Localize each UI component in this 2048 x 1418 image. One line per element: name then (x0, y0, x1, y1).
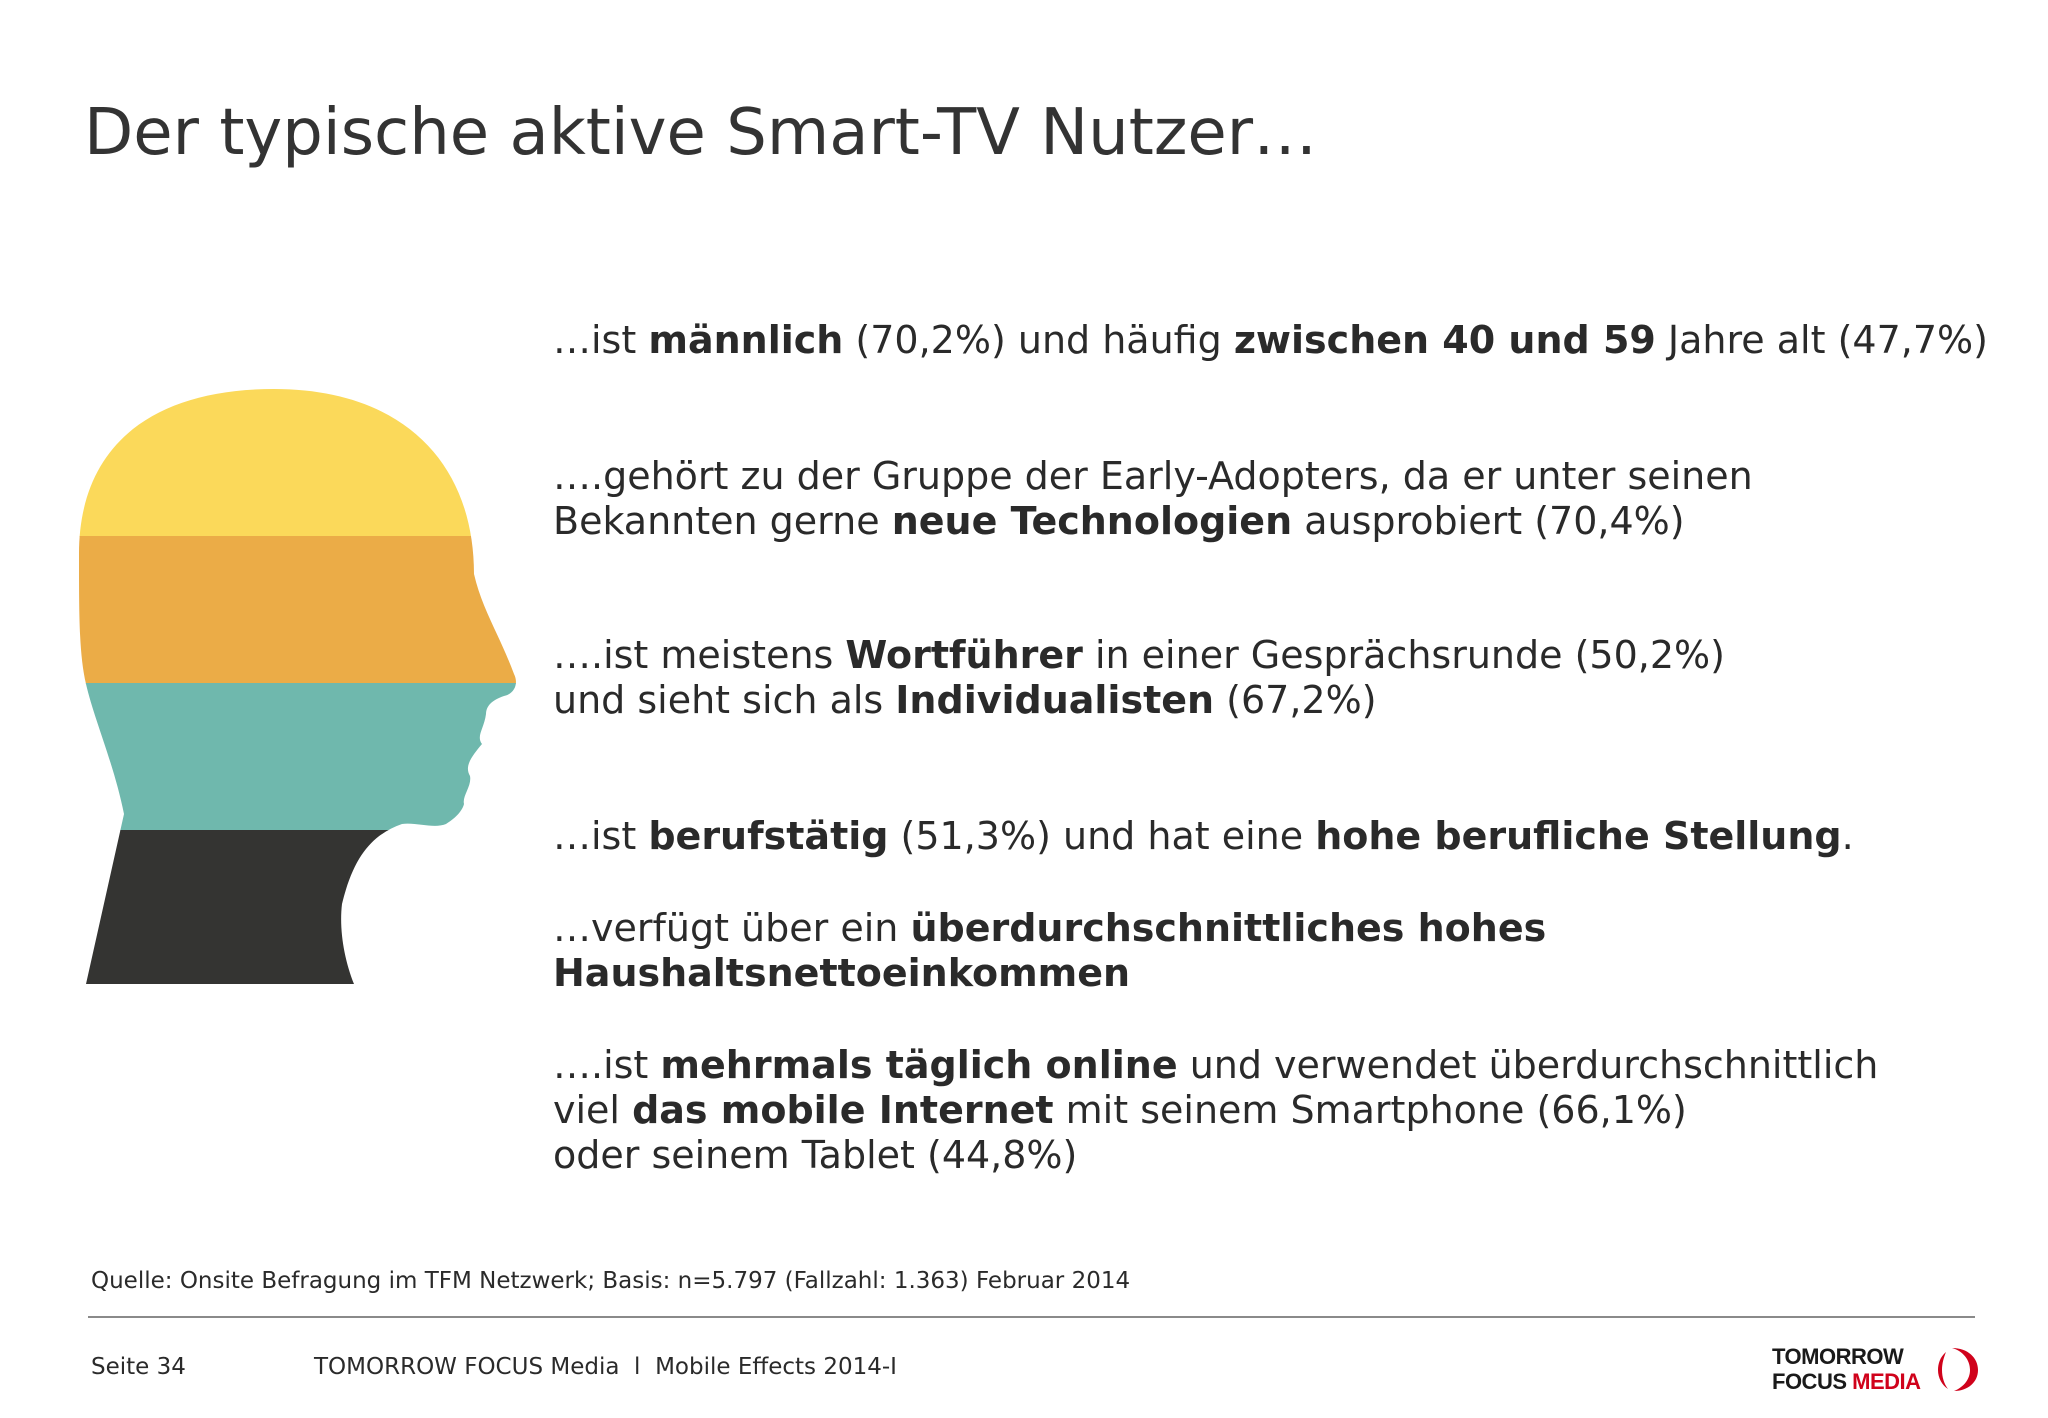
statement-line: viel das mobile Internet mit seinem Smar… (553, 1088, 1878, 1133)
statement-text: …verfügt über ein (553, 906, 911, 950)
source-note: Quelle: Onsite Befragung im TFM Netzwerk… (91, 1268, 1131, 1294)
emphasis-text: Individualisten (895, 678, 1215, 722)
head-band-yellow (79, 389, 516, 537)
emphasis-text: Haushaltsnettoeinkommen (553, 951, 1131, 995)
statement-text: oder seinem Tablet (44,8%) (553, 1133, 1078, 1177)
statement-text: Bekannten gerne (553, 499, 892, 543)
statement-line: …ist berufstätig (51,3%) und hat eine ho… (553, 814, 1854, 859)
logo-focus: FOCUS (1772, 1369, 1853, 1394)
statement-line: ….gehört zu der Gruppe der Early-Adopter… (553, 454, 1753, 499)
statement-employment: …ist berufstätig (51,3%) und hat eine ho… (553, 814, 1854, 859)
company-logo: TOMORROW FOCUS MEDIA (1772, 1344, 1982, 1394)
statement-text: viel (553, 1088, 633, 1132)
statement-text: und verwendet überdurchschnittlich (1177, 1043, 1879, 1087)
statement-text: ausprobiert (70,4%) (1292, 499, 1685, 543)
statement-line: oder seinem Tablet (44,8%) (553, 1133, 1878, 1178)
head-band-teal (79, 683, 516, 831)
statement-line: ….ist mehrmals täglich online und verwen… (553, 1043, 1878, 1088)
statement-text: mit seinem Smartphone (66,1%) (1053, 1088, 1687, 1132)
statement-line: …verfügt über ein überdurchschnittliches… (553, 906, 1546, 951)
head-band-orange (79, 536, 516, 684)
logo-line-1: TOMORROW (1772, 1344, 1904, 1369)
statement-line: ….ist meistens Wortführer in einer Gespr… (553, 633, 1725, 678)
statement-early-adopter: ….gehört zu der Gruppe der Early-Adopter… (553, 454, 1753, 544)
statement-text: in einer Gesprächsrunde (50,2%) (1082, 633, 1725, 677)
statement-text: (67,2%) (1214, 678, 1377, 722)
statement-text: . (1841, 814, 1854, 858)
statement-opinion-leader: ….ist meistens Wortführer in einer Gespr… (553, 633, 1725, 723)
statement-line: Bekannten gerne neue Technologien auspro… (553, 499, 1753, 544)
emphasis-text: Wortführer (845, 633, 1083, 677)
statement-line: Haushaltsnettoeinkommen (553, 951, 1546, 996)
statement-text: und sieht sich als (553, 678, 896, 722)
emphasis-text: männlich (648, 318, 844, 362)
head-band-dark (79, 830, 516, 984)
publication-label: TOMORROW FOCUS Media l Mobile Effects 20… (314, 1354, 897, 1380)
statement-income: …verfügt über ein überdurchschnittliches… (553, 906, 1546, 996)
statement-text: …ist (553, 814, 649, 858)
statement-line: …ist männlich (70,2%) und häufig zwische… (553, 318, 1988, 363)
logo-wordmark: TOMORROW FOCUS MEDIA (1772, 1344, 1921, 1394)
statement-text: ….gehört zu der Gruppe der Early-Adopter… (553, 454, 1753, 498)
logo-media: MEDIA (1852, 1369, 1921, 1394)
statement-text: ….ist (553, 1043, 661, 1087)
emphasis-text: neue Technologien (891, 499, 1293, 543)
statement-text: (51,3%) und hat eine (888, 814, 1316, 858)
head-silhouette-illustration (79, 389, 516, 984)
statement-text: (70,2%) und häufig (843, 318, 1234, 362)
emphasis-text: das mobile Internet (632, 1088, 1054, 1132)
emphasis-text: mehrmals täglich online (660, 1043, 1178, 1087)
emphasis-text: zwischen 40 und 59 (1233, 318, 1656, 362)
statement-online-usage: ….ist mehrmals täglich online und verwen… (553, 1043, 1878, 1178)
page-title: Der typische aktive Smart-TV Nutzer… (84, 96, 1318, 170)
page-number: Seite 34 (91, 1354, 186, 1380)
statement-text: ….ist meistens (553, 633, 846, 677)
emphasis-text: berufstätig (648, 814, 889, 858)
logo-ring-icon (1938, 1348, 1978, 1391)
emphasis-text: überdurchschnittliches hohes (910, 906, 1547, 950)
statement-gender-age: …ist männlich (70,2%) und häufig zwische… (553, 318, 1988, 363)
footer-divider (88, 1316, 1975, 1318)
emphasis-text: hohe berufliche Stellung (1315, 814, 1842, 858)
statement-line: und sieht sich als Individualisten (67,2… (553, 678, 1725, 723)
statement-text: Jahre alt (47,7%) (1655, 318, 1988, 362)
logo-line-2: FOCUS MEDIA (1772, 1369, 1921, 1394)
statement-text: …ist (553, 318, 649, 362)
